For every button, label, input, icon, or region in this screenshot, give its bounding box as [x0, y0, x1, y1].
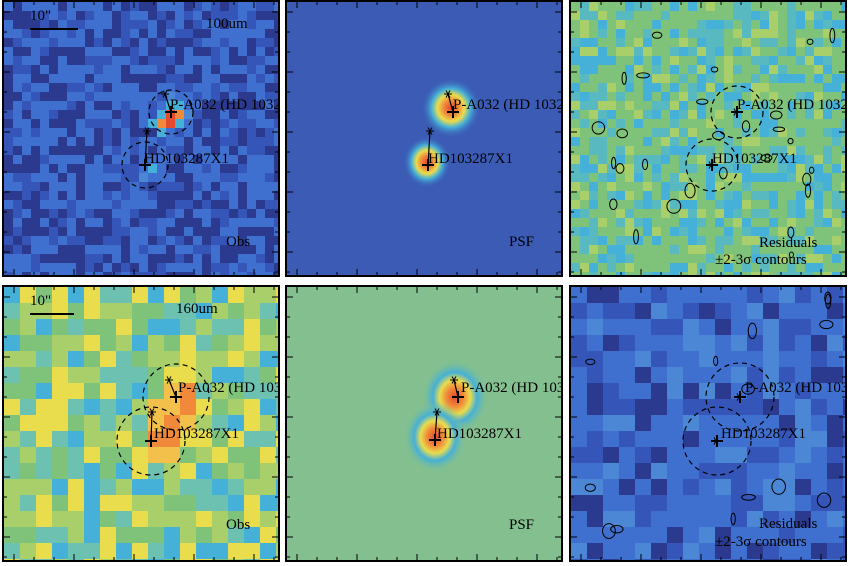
source-label-x1: HD103287X1 — [144, 151, 229, 167]
source-label-pa032: P-A032 (HD 103287) — [745, 380, 847, 396]
image-residual-160um — [571, 287, 845, 560]
image-obs-160um — [4, 287, 278, 560]
panel-caption: PSF — [509, 517, 535, 533]
source-label-x1: HD103287X1 — [721, 426, 806, 442]
source-label-pa032: P-A032 (HD 103287) — [461, 380, 563, 396]
panel-residual-100um: P-A032 (HD 103287) HD103287X1 Residuals … — [569, 0, 847, 277]
panel-residual-160um: P-A032 (HD 103287) HD103287X1 Residuals … — [569, 285, 847, 562]
source-label-x1: HD103287X1 — [712, 151, 797, 167]
panel-psf-160um: P-A032 (HD 103287) HD103287X1 PSF — [285, 285, 563, 562]
panel-obs-100um: 10" 100um P-A032 (HD 103287) HD103287X1 … — [2, 0, 280, 277]
image-psf-160um — [287, 287, 561, 560]
panel-obs-160um: 10" 160um P-A032 (HD 103287) HD103287X1 … — [2, 285, 280, 562]
source-label-x1: HD103287X1 — [154, 426, 239, 442]
panel-psf-100um: P-A032 (HD 103287) HD103287X1 PSF — [285, 0, 563, 277]
panel-caption: Obs — [226, 517, 251, 533]
image-residual-100um — [571, 2, 845, 275]
scale-bar — [30, 28, 78, 30]
source-label-x1: HD103287X1 — [437, 426, 522, 442]
band-label: 160um — [176, 301, 218, 317]
panel-caption: PSF — [509, 234, 535, 250]
panel-caption-line2: ±2-3σ contours — [715, 534, 807, 550]
source-label-pa032: P-A032 (HD 103287) — [737, 97, 845, 113]
scale-label: 10" — [30, 293, 52, 309]
scale-label: 10" — [30, 8, 52, 24]
source-label-pa032: P-A032 (HD 103287) — [170, 97, 278, 113]
image-psf-100um — [287, 2, 561, 275]
image-obs-100um — [4, 2, 278, 275]
panel-caption-line1: Residuals — [759, 516, 818, 532]
scale-bar — [30, 313, 74, 315]
band-label: 100um — [206, 16, 248, 32]
panel-caption-line1: Residuals — [759, 235, 818, 251]
source-label-pa032: P-A032 (HD 103287) — [453, 97, 561, 113]
panel-caption-line2: ±2-3σ contours — [715, 252, 807, 268]
panel-caption: Obs — [226, 234, 251, 250]
source-label-x1: HD103287X1 — [428, 151, 513, 167]
source-label-pa032: P-A032 (HD 103287) — [178, 380, 280, 396]
